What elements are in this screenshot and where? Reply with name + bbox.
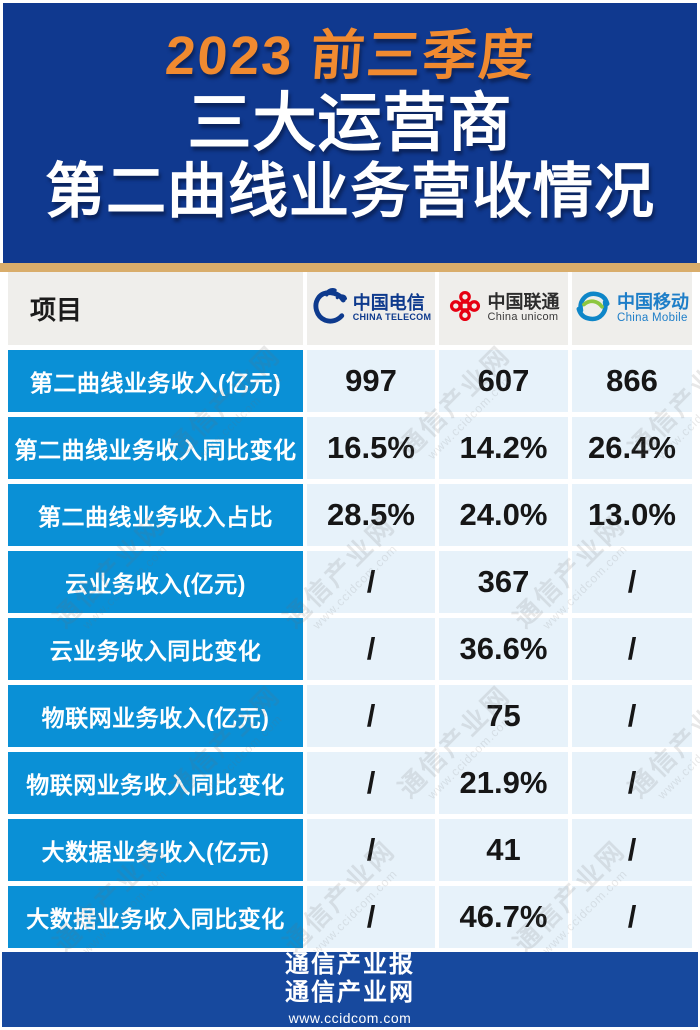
- cell-value: 997: [307, 350, 435, 412]
- footer-url: www.ccidcom.com: [288, 1009, 412, 1028]
- china-telecom-logo-text: 中国电信 CHINA TELECOM: [352, 293, 432, 323]
- row-label: 物联网业务收入同比变化: [8, 752, 303, 814]
- china-unicom-logo-text: 中国联通 China unicom: [487, 292, 560, 324]
- footer: 通信产业报 通信产业网 www.ccidcom.com: [2, 951, 698, 1028]
- cell-value: 21.9%: [439, 752, 568, 814]
- row-label: 大数据业务收入同比变化: [8, 886, 303, 948]
- row-label: 云业务收入(亿元): [8, 551, 303, 613]
- cell-value: 14.2%: [439, 417, 568, 479]
- title-subject: 第二曲线业务营收情况: [45, 157, 655, 225]
- footer-brand-paper: 通信产业报: [285, 951, 415, 979]
- cell-value: 607: [439, 350, 568, 412]
- cell-value: 866: [572, 350, 692, 412]
- china-telecom-logo-icon: [311, 288, 347, 329]
- column-header-project: 项目: [8, 272, 303, 345]
- row-label: 第二曲线业务收入同比变化: [8, 417, 303, 479]
- cell-value: 36.6%: [439, 618, 568, 680]
- row-label: 大数据业务收入(亿元): [8, 819, 303, 881]
- row-label: 第二曲线业务收入(亿元): [8, 350, 303, 412]
- column-header-china-mobile: 中国移动 China Mobile: [572, 272, 692, 345]
- cell-value: /: [572, 685, 692, 747]
- cell-value: /: [307, 752, 435, 814]
- data-table: 项目 中国电信 CHINA TELECOM: [8, 272, 692, 948]
- cell-value: /: [572, 819, 692, 881]
- cell-value: /: [307, 618, 435, 680]
- cell-value: 26.4%: [572, 417, 692, 479]
- cell-value: /: [307, 819, 435, 881]
- column-header-china-unicom: 中国联通 China unicom: [439, 272, 568, 345]
- cell-value: /: [572, 618, 692, 680]
- title-banner: 2023 前三季度 三大运营商 第二曲线业务营收情况: [3, 3, 697, 263]
- cell-value: 46.7%: [439, 886, 568, 948]
- cell-value: /: [572, 752, 692, 814]
- cell-value: 75: [439, 685, 568, 747]
- row-label: 物联网业务收入(亿元): [8, 685, 303, 747]
- cell-value: /: [307, 685, 435, 747]
- china-mobile-logo-text: 中国移动 China Mobile: [617, 292, 689, 324]
- cell-value: 24.0%: [439, 484, 568, 546]
- title-operators: 三大运营商: [187, 87, 513, 160]
- cell-value: 367: [439, 551, 568, 613]
- china-mobile-logo-icon: [575, 288, 611, 329]
- column-header-china-telecom: 中国电信 CHINA TELECOM: [307, 272, 435, 345]
- china-unicom-logo-icon: [448, 289, 482, 328]
- cell-value: /: [307, 886, 435, 948]
- title-period: 2023 前三季度: [163, 26, 537, 86]
- cell-value: /: [307, 551, 435, 613]
- row-label: 第二曲线业务收入占比: [8, 484, 303, 546]
- gold-divider-bar: [0, 263, 700, 272]
- cell-value: 28.5%: [307, 484, 435, 546]
- cell-value: /: [572, 886, 692, 948]
- footer-brand-site: 通信产业网: [285, 979, 415, 1006]
- cell-value: 16.5%: [307, 417, 435, 479]
- cell-value: 13.0%: [572, 484, 692, 546]
- cell-value: /: [572, 551, 692, 613]
- cell-value: 41: [439, 819, 568, 881]
- row-label: 云业务收入同比变化: [8, 618, 303, 680]
